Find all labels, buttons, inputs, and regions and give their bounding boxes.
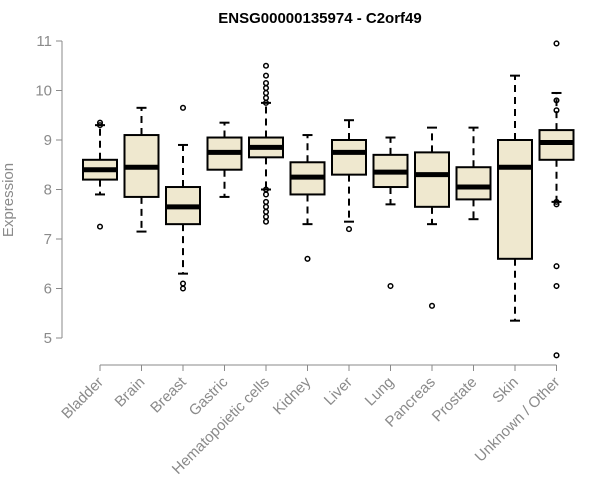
- x-tick-label: Liver: [321, 374, 356, 409]
- outlier-point: [553, 263, 560, 270]
- outlier-point: [428, 302, 436, 309]
- outlier-point: [262, 62, 270, 69]
- box-liver: [331, 119, 367, 233]
- box-skin: [497, 74, 533, 322]
- y-tick-label: 7: [44, 231, 52, 248]
- outlier-point: [262, 186, 270, 193]
- outlier-point: [262, 94, 270, 101]
- outlier-point: [262, 89, 270, 97]
- outlier-point: [553, 198, 560, 205]
- chart-title: ENSG00000135974 - C2orf49: [218, 10, 421, 27]
- y-axis: 5 6 7 8 9 10 11: [35, 33, 63, 347]
- outlier-point: [179, 285, 187, 292]
- outlier-point: [262, 208, 270, 215]
- box-pancreas: [414, 126, 450, 309]
- outlier-point: [553, 201, 560, 208]
- outlier-point: [304, 255, 311, 262]
- x-tick-label: Brain: [112, 374, 149, 411]
- outlier-point: [96, 223, 104, 230]
- outlier-point: [262, 84, 270, 92]
- outlier-point: [553, 40, 560, 47]
- outlier-point: [179, 104, 187, 111]
- outlier-point: [262, 218, 270, 225]
- outlier-point: [345, 226, 353, 233]
- box-gastric: [206, 121, 243, 198]
- outlier-point: [96, 119, 104, 126]
- outlier-point: [262, 203, 270, 210]
- outlier-point: [387, 282, 394, 290]
- box-kidney: [289, 134, 326, 262]
- y-tick-label: 10: [35, 83, 52, 100]
- y-axis-label: Expression: [0, 163, 17, 237]
- x-tick-label: Prostate: [429, 374, 481, 426]
- outlier-point: [96, 122, 104, 129]
- outlier-point: [262, 80, 270, 87]
- box-lung: [372, 136, 409, 290]
- y-tick-label: 8: [44, 182, 52, 199]
- box-hematopoietic-cells: [248, 62, 284, 225]
- box-brain: [123, 106, 160, 233]
- y-tick-label: 9: [44, 132, 52, 149]
- x-tick-label: Kidney: [270, 373, 315, 418]
- iqr-box: [331, 139, 367, 176]
- iqr-box: [497, 139, 533, 260]
- x-tick-label: Bladder: [58, 374, 107, 423]
- outlier-point: [553, 282, 560, 290]
- outlier-point: [553, 352, 560, 359]
- outlier-point: [262, 191, 270, 198]
- outlier-point: [553, 97, 560, 104]
- x-tick-label: Breast: [147, 373, 190, 416]
- iqr-box: [414, 151, 450, 208]
- outlier-point: [179, 280, 187, 287]
- outlier-point: [553, 107, 560, 114]
- iqr-box: [455, 166, 492, 201]
- y-tick-label: 6: [44, 281, 52, 298]
- box-breast: [165, 104, 201, 292]
- y-tick-label: 5: [44, 330, 52, 347]
- y-tick-label: 11: [36, 33, 52, 50]
- x-tick-label: Lung: [362, 374, 398, 410]
- boxes-group: [82, 40, 575, 359]
- x-tick-label: Skin: [489, 374, 522, 407]
- outlier-point: [262, 213, 270, 220]
- box-bladder: [82, 119, 118, 230]
- box-unknown-other: [538, 40, 575, 359]
- outlier-point: [262, 72, 270, 79]
- outlier-point: [262, 198, 270, 205]
- box-prostate: [455, 126, 492, 221]
